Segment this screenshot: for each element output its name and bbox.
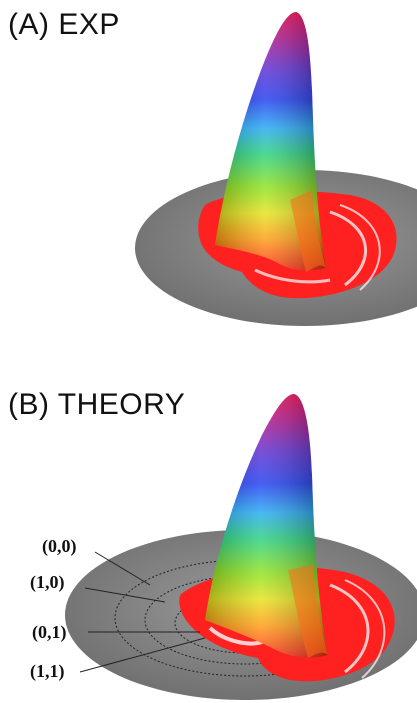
theory-side-fold xyxy=(288,565,328,658)
exp-ripple-2 xyxy=(339,204,381,291)
mode-label-0-0: (0,0) xyxy=(42,536,77,557)
theory-ripple-3 xyxy=(208,626,263,646)
exp-side-fold xyxy=(290,190,326,272)
leader-0-0 xyxy=(94,551,151,586)
mode-label-1-1: (1,1) xyxy=(30,661,65,682)
exp-surface-plot xyxy=(135,12,417,326)
mode-label-1-0: (1,0) xyxy=(30,572,65,593)
exp-ripple-1 xyxy=(329,210,367,287)
theory-surface-plot: (0,0) (1,0) (0,1) (1,1) xyxy=(30,394,417,700)
panel-a-title: (A) EXP xyxy=(8,8,120,41)
theory-ripple-2 xyxy=(344,579,386,679)
exp-ripple-3 xyxy=(254,268,331,284)
mode-label-0-1: (0,1) xyxy=(32,622,67,643)
theory-ripple-1 xyxy=(329,583,370,674)
panel-b-title: (B) THEORY xyxy=(8,388,186,421)
leader-1-1 xyxy=(79,637,206,673)
leader-1-0 xyxy=(84,587,166,603)
